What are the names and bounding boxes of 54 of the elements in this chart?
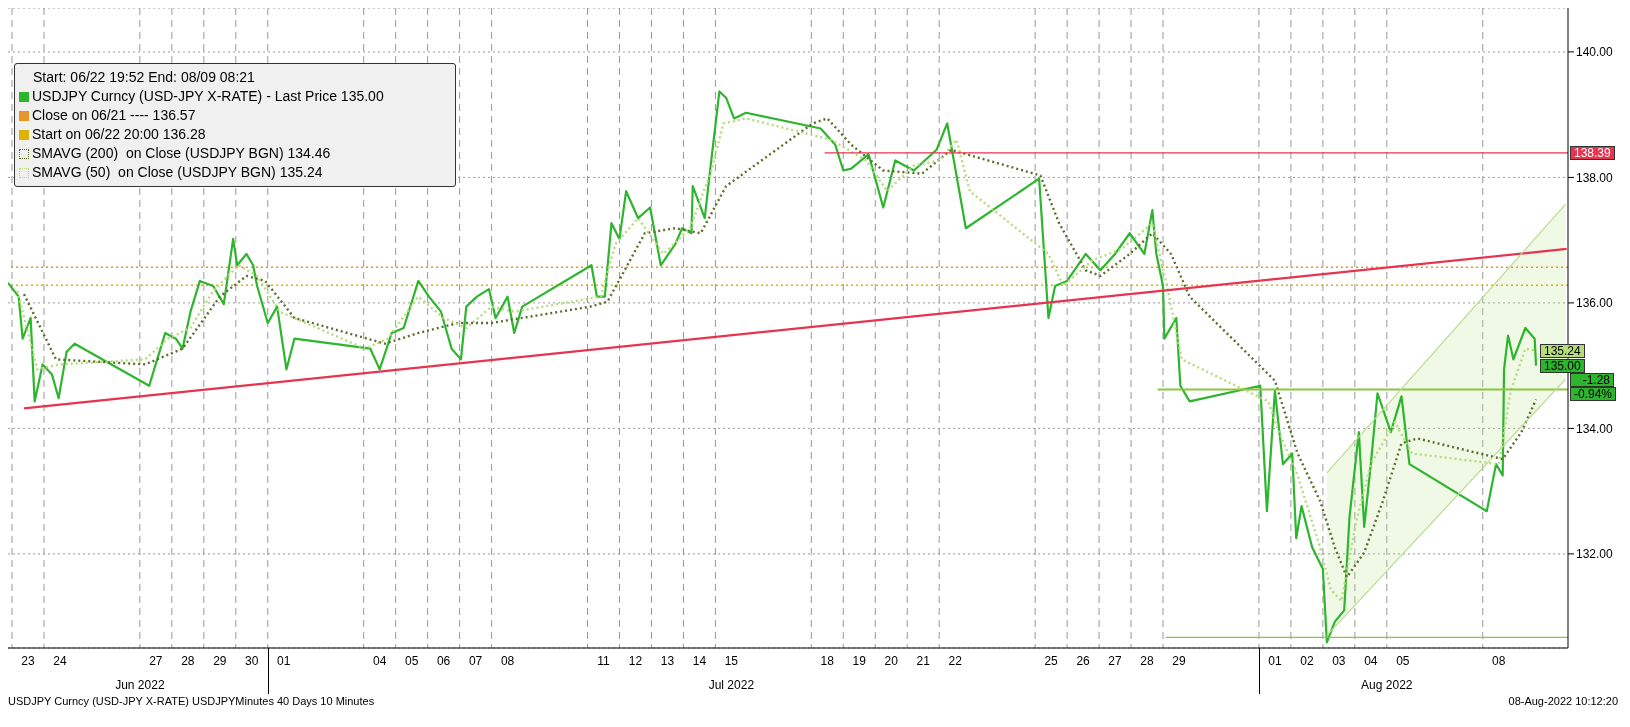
- text: Jul 2022: [707, 678, 756, 692]
- x-tick-label: 15: [724, 653, 739, 668]
- x-tick-label: 23: [21, 653, 35, 668]
- x-tick-label: 22: [948, 653, 963, 668]
- x-tick-label: 21: [916, 653, 931, 668]
- y-tick-label: 136.00: [1576, 296, 1614, 311]
- x-tick-label: 01: [277, 653, 291, 668]
- x-tick-label: 01: [1268, 653, 1282, 668]
- x-tick-label: 05: [1396, 653, 1410, 668]
- annotation: 135.00: [1540, 358, 1585, 373]
- x-tick-label: 04: [1364, 653, 1378, 668]
- x-tick-label: 26: [1076, 653, 1091, 668]
- x-tick-label: 28: [1140, 653, 1155, 668]
- y-tick-label: 140.00: [1576, 45, 1614, 60]
- x-tick-label: 24: [53, 653, 67, 668]
- legend-label: Start on 06/22 20:00 136.28: [32, 125, 206, 144]
- x-tick-label: 27: [1108, 653, 1123, 668]
- x-tick-label: 12: [628, 653, 643, 668]
- legend-label: SMAVG (50) on Close (USDJPY BGN) 135.24: [32, 163, 323, 182]
- x-tick-label: 08: [500, 653, 515, 668]
- x-tick-label: 30: [245, 653, 259, 668]
- text: Aug 2022: [1360, 678, 1414, 692]
- x-tick-label: 05: [404, 653, 419, 668]
- x-tick-label: 29: [213, 653, 227, 668]
- legend-label: Close on 06/21 ---- 136.57: [32, 106, 196, 125]
- legend-label: USDJPY Curncy (USD-JPY X-RATE) - Last Price 135.00: [32, 87, 384, 106]
- x-tick-label: 08: [1492, 653, 1506, 668]
- x-tick-label: 13: [660, 653, 675, 668]
- x-tick-label: 07: [468, 653, 483, 668]
- x-tick-label: 11: [597, 653, 611, 668]
- x-tick-label: 20: [884, 653, 899, 668]
- x-tick-label: 29: [1172, 653, 1186, 668]
- x-tick-label: 27: [149, 653, 163, 668]
- x-tick-label: 04: [373, 653, 387, 668]
- legend-label: SMAVG (200) on Close (USDJPY BGN) 134.46: [32, 144, 331, 163]
- text: USDJPY Curncy (USD-JPY X-RATE) USDJPYMinutes 40 Days 10 Minutes: [8, 695, 375, 707]
- annotation: 135.24: [1540, 343, 1585, 358]
- x-tick-label: 06: [436, 653, 451, 668]
- x-tick-label: 02: [1300, 653, 1314, 668]
- x-tick-label: 19: [852, 653, 867, 668]
- text: 08-Aug-2022 10:12:20: [1508, 695, 1618, 707]
- legend-title: Start: 06/22 19:52 End: 08/09 08:21: [32, 68, 256, 87]
- y-tick-label: 132.00: [1576, 547, 1614, 562]
- x-tick-label: 18: [820, 653, 835, 668]
- data-label: 138.39: [1570, 145, 1615, 160]
- x-tick-label: 14: [692, 653, 707, 668]
- text: Jun 2022: [114, 678, 166, 692]
- annotation: -0.94%: [1570, 386, 1617, 401]
- annotation: -1.28: [1570, 373, 1614, 388]
- x-tick-label: 28: [181, 653, 195, 668]
- x-tick-label: 25: [1044, 653, 1059, 668]
- y-tick-label: 138.00: [1576, 170, 1614, 185]
- y-tick-label: 134.00: [1576, 421, 1614, 436]
- x-tick-label: 03: [1332, 653, 1346, 668]
